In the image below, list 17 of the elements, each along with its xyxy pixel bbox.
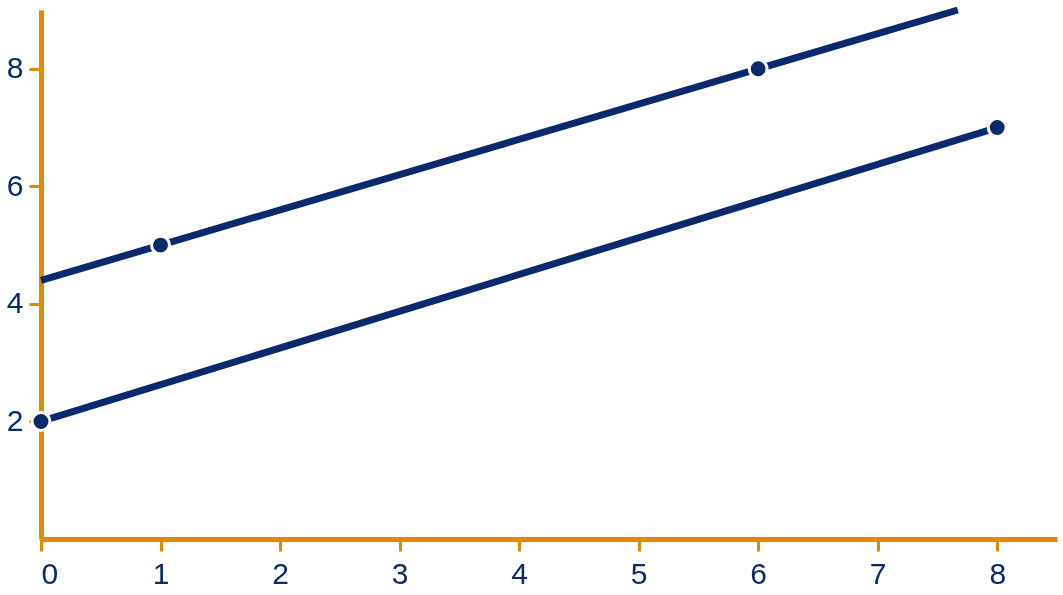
x-tick-label: 6 (750, 556, 768, 590)
point (747, 58, 769, 80)
x-tick-label: 3 (391, 556, 409, 590)
point (30, 411, 52, 432)
y-tick-label: 6 (6, 168, 24, 202)
x-tick-label: 2 (272, 556, 289, 590)
y-tick-label: 4 (6, 286, 24, 320)
y-tick-label: 8 (6, 51, 24, 85)
y-tick-label: 2 (6, 403, 24, 437)
point (986, 117, 1008, 138)
x-tick-label: 1 (152, 556, 170, 590)
x-tick-label: 5 (630, 556, 648, 590)
x-tick-label: 7 (869, 556, 887, 590)
x-tick-label: 0 (41, 556, 59, 590)
x-tick-label: 8 (989, 556, 1007, 590)
x-tick-label: 4 (511, 556, 528, 590)
point (150, 234, 171, 256)
